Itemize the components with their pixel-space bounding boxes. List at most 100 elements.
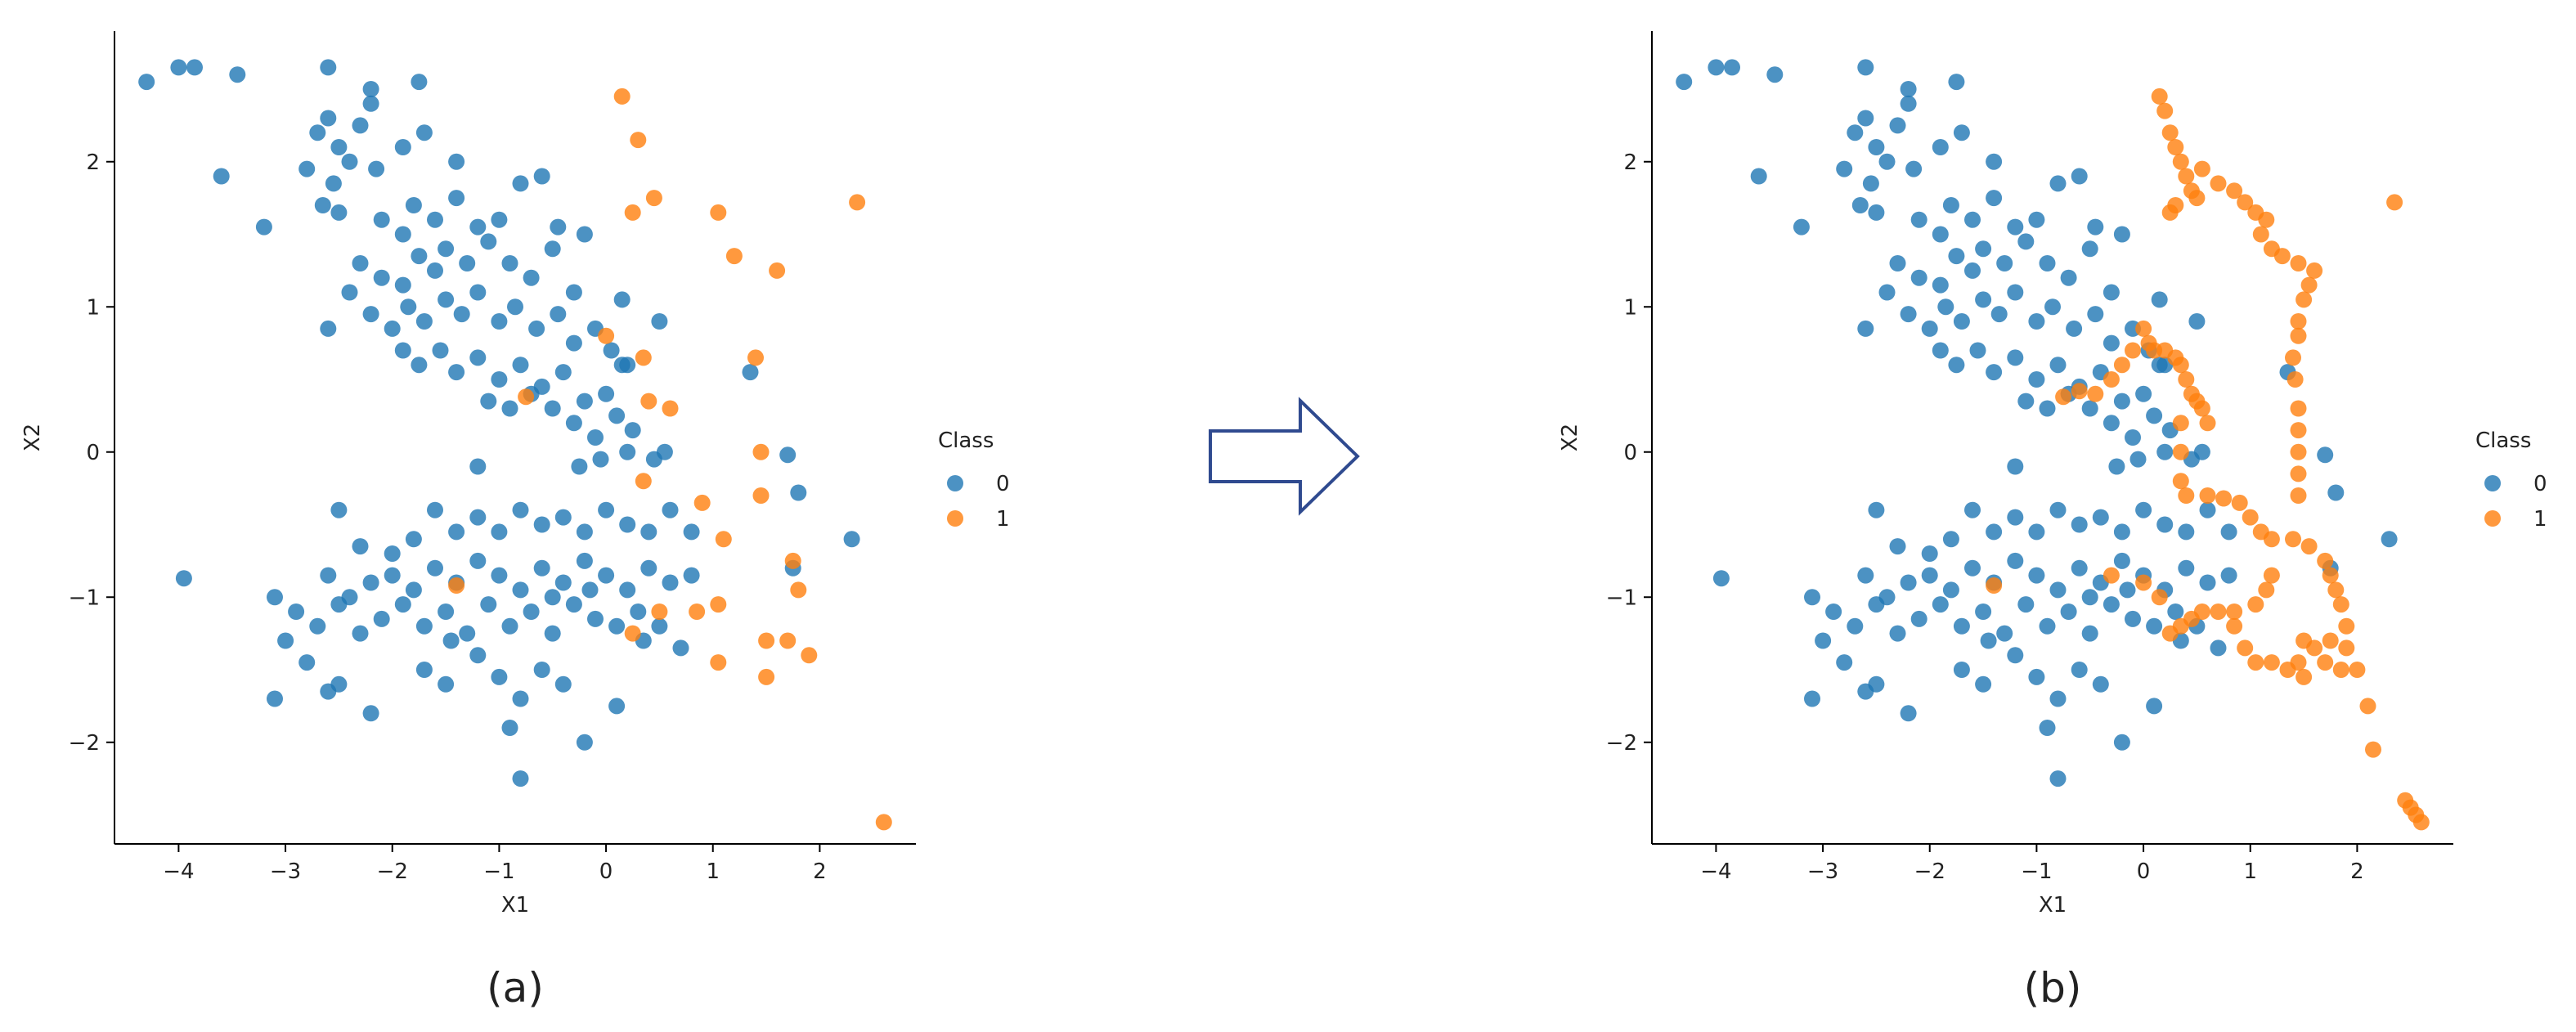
point-class-0-b-33 [2113,226,2130,243]
point-class-0-a-20 [368,160,385,177]
x-tick-label-a--3: −3 [270,859,301,884]
point-class-1-b-25 [2285,349,2301,366]
point-class-0-a-62 [320,320,337,337]
point-class-0-a-69 [512,357,529,374]
point-class-1-b-87 [2258,581,2275,599]
point-class-0-b-96 [2028,523,2045,541]
point-class-0-a-68 [491,371,508,388]
point-class-0-a-6 [411,74,428,91]
point-class-0-a-47 [362,306,379,323]
point-class-1-b-45 [2071,383,2088,400]
y-tick-label-b-2: 2 [1623,150,1637,175]
point-class-0-a-37 [411,248,428,265]
point-class-0-a-44 [544,240,561,258]
point-class-0-a-131 [438,603,455,620]
point-class-0-b-162 [2081,589,2098,606]
point-class-0-a-54 [491,313,508,330]
point-class-0-b-118 [2113,552,2130,569]
arrow-icon [1209,397,1360,516]
point-class-0-a-10 [320,110,337,127]
point-class-1-b-2 [2161,124,2179,141]
point-class-0-b-159 [2146,698,2163,715]
point-class-0-b-16 [1986,153,2003,170]
point-class-0-b-14 [1932,139,1949,155]
point-class-0-a-78 [544,400,561,417]
point-class-0-a-145 [267,690,283,707]
point-class-1-a-20 [790,581,807,599]
point-class-1-b-65 [2332,596,2349,613]
point-class-1-a-22 [689,603,706,620]
x-axis-label-a: X1 [501,893,529,918]
point-class-1-b-10 [2193,160,2210,177]
point-class-1-a-7 [849,194,866,211]
point-class-0-b-23 [1910,211,1928,228]
scatter-plot-a: −4 −3 −2 −1 0 1 2 −2 −1 0 1 2 X1 X2 Class 0 1 (a) [20,31,1010,1012]
point-class-0-b-7 [1750,168,1767,185]
point-class-1-b-48 [2113,357,2130,374]
point-class-0-a-27 [448,190,465,207]
point-class-0-b-170 [2193,443,2210,460]
point-class-0-a-88 [469,458,487,475]
point-class-1-b-95 [2365,741,2381,758]
point-class-0-a-43 [523,269,540,286]
point-class-0-b-150 [1975,675,1992,693]
point-class-1-b-79 [2226,617,2243,635]
point-class-0-a-92 [405,531,422,548]
point-class-0-b-114 [2028,567,2045,584]
point-class-1-a-24 [779,632,797,649]
point-class-0-b-152 [2028,668,2045,685]
point-class-0-a-42 [501,255,518,271]
point-class-0-b-93 [1964,501,1981,518]
point-class-0-b-151 [2007,647,2024,664]
point-class-0-a-8 [255,218,272,236]
point-class-1-b-90 [2103,567,2120,584]
y-tick-label-a--2: −2 [69,731,100,756]
point-class-1-b-56 [2231,494,2248,511]
point-class-0-a-120 [619,581,636,599]
point-class-0-b-79 [2103,415,2120,432]
point-class-0-a-29 [491,211,508,228]
point-class-0-a-45 [565,284,582,301]
point-class-1-b-43 [2199,415,2216,432]
point-class-0-a-152 [491,668,508,685]
point-class-1-a-6 [769,262,786,279]
x-tick-label-a-1: 1 [706,859,720,884]
point-class-0-a-159 [608,698,626,715]
point-class-0-b-30 [2049,175,2067,192]
point-class-0-a-117 [554,574,572,591]
point-class-1-a-23 [710,596,727,613]
point-class-0-b-122 [2199,574,2216,591]
point-class-0-a-26 [427,211,443,228]
point-class-0-b-20 [1905,160,1923,177]
point-class-0-b-6 [1948,74,1965,91]
point-class-1-b-13 [2237,194,2254,211]
point-class-0-a-158 [576,734,593,751]
point-class-0-b-54 [2028,313,2045,330]
point-class-0-a-115 [512,581,529,599]
point-class-0-b-145 [1804,690,1820,707]
point-class-0-a-121 [640,559,657,577]
point-class-0-b-78 [2081,400,2098,417]
point-class-0-b-35 [1910,269,1928,286]
point-class-0-b-154 [2071,662,2088,678]
point-class-0-b-135 [2060,603,2077,620]
point-class-0-b-80 [2125,429,2141,446]
point-class-0-a-25 [405,197,422,213]
point-class-0-a-166 [779,446,797,464]
point-class-1-b-59 [2263,531,2280,548]
point-class-1-b-86 [2247,596,2264,613]
point-class-0-b-57 [2087,306,2104,323]
point-class-0-b-18 [1862,175,1879,192]
legend-marker-1-b [2484,510,2501,527]
point-class-0-a-82 [624,422,641,439]
point-class-0-a-170 [656,443,673,460]
point-class-0-a-0 [138,74,155,91]
point-class-1-b-60 [2285,531,2301,548]
point-class-0-b-29 [2028,211,2045,228]
point-class-0-a-2 [186,59,203,76]
point-class-0-a-128 [373,610,390,627]
point-class-1-b-38 [2172,357,2189,374]
point-class-1-b-64 [2327,581,2345,599]
point-class-1-b-78 [2237,639,2254,657]
